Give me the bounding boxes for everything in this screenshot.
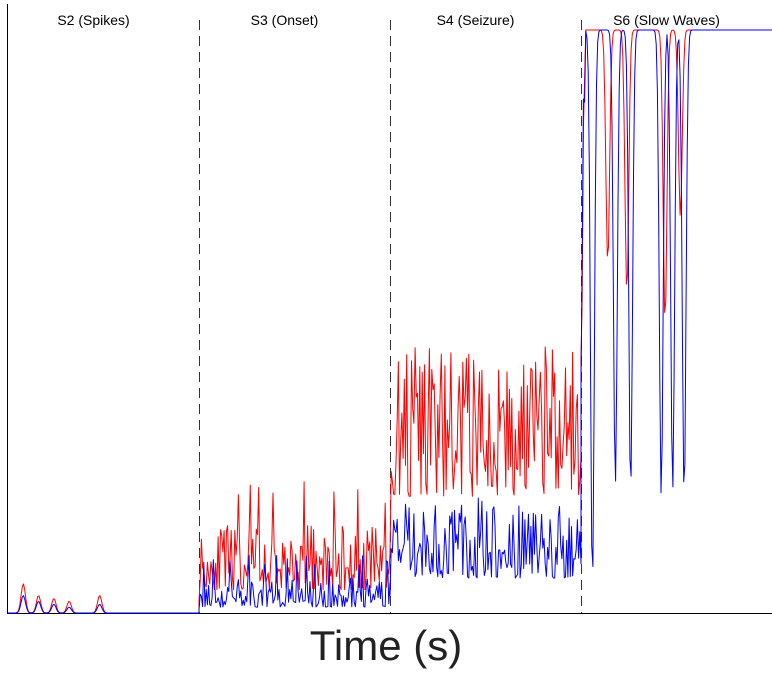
traces <box>8 29 772 614</box>
chart: S2 (Spikes) S3 (Onset) S4 (Seizure) S6 (Slo… <box>7 4 772 614</box>
blue-trace <box>8 29 772 614</box>
stage-label: S6 (Slow Waves) <box>613 12 720 28</box>
stage-label: S4 (Seizure) <box>437 12 515 28</box>
stage-label: S3 (Onset) <box>251 12 319 28</box>
x-axis-label: Time (s) <box>309 622 463 669</box>
stage-labels: S2 (Spikes) S3 (Onset) S4 (Seizure) S6 (Slo… <box>57 12 720 28</box>
stage-label: S2 (Spikes) <box>57 12 129 28</box>
